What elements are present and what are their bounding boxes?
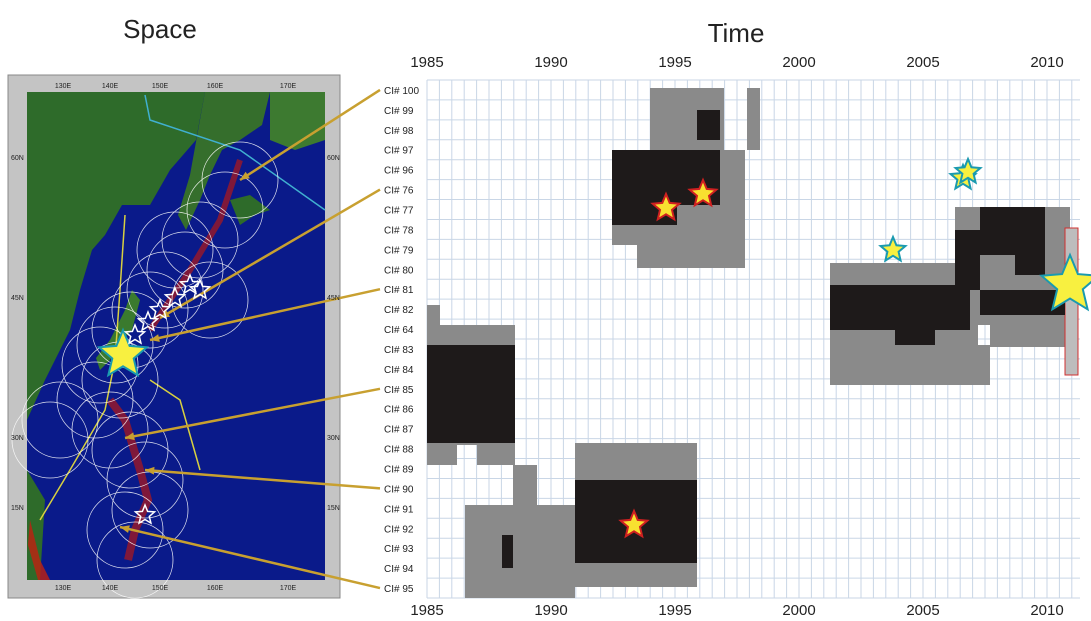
latitude-label: 45N xyxy=(11,295,24,302)
year-label-top: 2000 xyxy=(782,54,815,71)
latitude-label: 30N xyxy=(327,435,340,442)
row-label: CI# 76 xyxy=(384,186,414,197)
map xyxy=(8,75,340,598)
year-label-bottom: 1995 xyxy=(658,602,691,619)
longitude-label: 160E xyxy=(207,585,224,592)
row-label: CI# 77 xyxy=(384,206,414,217)
year-label-bottom: 2000 xyxy=(782,602,815,619)
alarm-regions xyxy=(427,88,1078,598)
longitude-label: 160E xyxy=(207,83,224,90)
latitude-label: 15N xyxy=(11,505,24,512)
row-label: CI# 79 xyxy=(384,245,414,256)
row-label: CI# 87 xyxy=(384,425,414,436)
year-label-top: 1985 xyxy=(410,54,443,71)
row-label: CI# 99 xyxy=(384,106,414,117)
latitude-label: 45N xyxy=(327,295,340,302)
longitude-label: 140E xyxy=(102,83,119,90)
row-label: CI# 94 xyxy=(384,564,414,575)
row-label: CI# 64 xyxy=(384,325,414,336)
row-label: CI# 83 xyxy=(384,345,414,356)
latitude-label: 60N xyxy=(327,155,340,162)
row-label: CI# 88 xyxy=(384,445,414,456)
year-label-top: 1990 xyxy=(534,54,567,71)
year-label-top: 2010 xyxy=(1030,54,1063,71)
star xyxy=(881,237,906,261)
year-label-bottom: 2010 xyxy=(1030,602,1063,619)
longitude-label: 170E xyxy=(280,83,297,90)
row-label: CI# 97 xyxy=(384,146,414,157)
row-label: CI# 90 xyxy=(384,484,414,495)
longitude-label: 150E xyxy=(152,83,169,90)
latitude-label: 15N xyxy=(327,505,340,512)
row-label: CI# 98 xyxy=(384,126,414,137)
latitude-label: 60N xyxy=(11,155,24,162)
row-label: CI# 89 xyxy=(384,465,414,476)
row-label: CI# 95 xyxy=(384,584,414,595)
row-label: CI# 81 xyxy=(384,285,414,296)
longitude-label: 130E xyxy=(55,585,72,592)
space-title: Space xyxy=(123,14,197,44)
longitude-label: 150E xyxy=(152,585,169,592)
latitude-label: 30N xyxy=(11,435,24,442)
row-label: CI# 84 xyxy=(384,365,414,376)
longitude-label: 130E xyxy=(55,83,72,90)
year-label-bottom: 2005 xyxy=(906,602,939,619)
year-label-bottom: 1990 xyxy=(534,602,567,619)
year-label-bottom: 1985 xyxy=(410,602,443,619)
row-label: CI# 85 xyxy=(384,385,414,396)
row-label: CI# 100 xyxy=(384,86,419,97)
row-label: CI# 93 xyxy=(384,544,414,555)
row-label: CI# 91 xyxy=(384,504,414,515)
row-label: CI# 78 xyxy=(384,225,414,236)
row-label: CI# 96 xyxy=(384,166,414,177)
year-label-top: 2005 xyxy=(906,54,939,71)
year-label-top: 1995 xyxy=(658,54,691,71)
time-title: Time xyxy=(708,18,765,48)
longitude-label: 170E xyxy=(280,585,297,592)
row-label: CI# 92 xyxy=(384,524,414,535)
row-label: CI# 80 xyxy=(384,265,414,276)
longitude-label: 140E xyxy=(102,585,119,592)
figure: Space Time xyxy=(0,0,1091,621)
row-label: CI# 86 xyxy=(384,405,414,416)
row-label: CI# 82 xyxy=(384,305,414,316)
